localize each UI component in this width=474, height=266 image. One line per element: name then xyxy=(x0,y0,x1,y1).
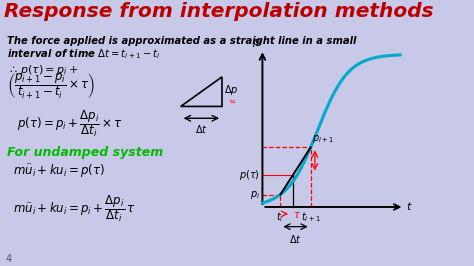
Text: $p_{i+1}$: $p_{i+1}$ xyxy=(312,132,335,144)
Text: For undamped system: For undamped system xyxy=(7,146,163,159)
Text: $p(\tau) = p_i + \dfrac{\Delta p_i}{\Delta t_i}\times\tau$: $p(\tau) = p_i + \dfrac{\Delta p_i}{\Del… xyxy=(17,109,123,139)
Text: 4: 4 xyxy=(5,254,11,264)
Text: $p(\tau)$: $p(\tau)$ xyxy=(239,168,260,182)
Text: $\therefore\, p(\tau) = p_i +$: $\therefore\, p(\tau) = p_i +$ xyxy=(7,63,78,77)
Text: $\approx$: $\approx$ xyxy=(227,96,237,105)
Text: $\left(\dfrac{p_{i+1}-p_i}{t_{i+1}-t_i}\times\tau\right)$: $\left(\dfrac{p_{i+1}-p_i}{t_{i+1}-t_i}\… xyxy=(7,71,94,100)
Text: $p_i$: $p_i$ xyxy=(250,189,260,201)
Text: $\Delta t$: $\Delta t$ xyxy=(289,232,302,245)
Text: t: t xyxy=(406,202,410,212)
Text: $m\ddot{u}_i + ku_i = p_i + \dfrac{\Delta p_i}{\Delta t_i}\,\tau$: $m\ddot{u}_i + ku_i = p_i + \dfrac{\Delt… xyxy=(13,193,136,224)
Text: $t_i$: $t_i$ xyxy=(276,210,284,224)
Text: $\Delta p$: $\Delta p$ xyxy=(224,83,238,97)
Text: $m\ddot{u}_i + ku_i = p(\tau)$: $m\ddot{u}_i + ku_i = p(\tau)$ xyxy=(13,163,105,180)
Text: $\Delta t$: $\Delta t$ xyxy=(195,123,208,135)
Text: $\tau$: $\tau$ xyxy=(293,210,301,220)
Text: $t_{i+1}$: $t_{i+1}$ xyxy=(301,210,320,224)
Text: Response from interpolation methods: Response from interpolation methods xyxy=(4,2,434,21)
Text: interval of time $\Delta t = t_{i+1} - t_i$: interval of time $\Delta t = t_{i+1} - t… xyxy=(7,47,160,61)
Text: The force applied is approximated as a straight line in a small: The force applied is approximated as a s… xyxy=(7,36,356,47)
Text: p: p xyxy=(252,37,259,47)
